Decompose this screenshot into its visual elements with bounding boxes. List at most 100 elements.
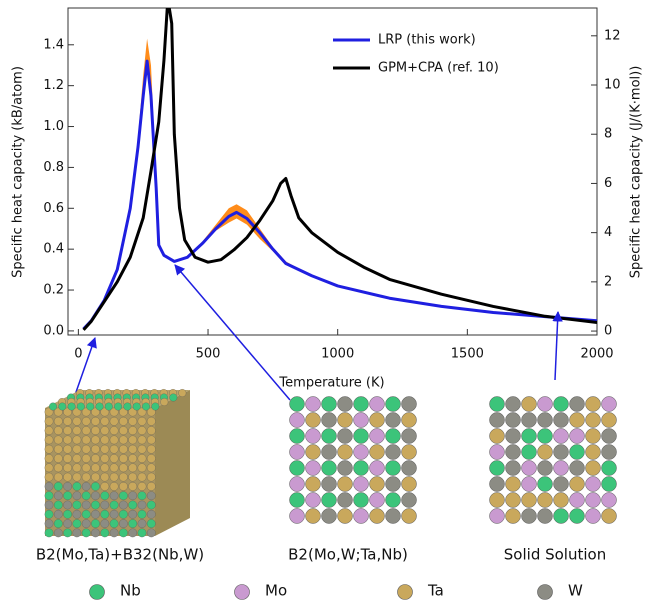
y2-tick-label: 12 — [604, 28, 621, 43]
atom — [44, 482, 54, 491]
atom — [109, 519, 119, 528]
atom — [44, 509, 54, 519]
atom — [553, 396, 569, 412]
atom — [119, 472, 128, 482]
atom — [44, 454, 54, 463]
atom — [119, 416, 128, 426]
atom — [119, 482, 128, 491]
atom — [601, 412, 617, 428]
atom — [72, 416, 82, 426]
atom — [100, 444, 110, 454]
atom — [521, 492, 537, 508]
atom — [137, 416, 147, 426]
atom — [337, 412, 353, 428]
atom — [67, 402, 76, 411]
atom — [369, 412, 385, 428]
atom — [53, 426, 63, 435]
atom — [128, 435, 138, 445]
atom — [585, 508, 601, 524]
atom — [137, 444, 147, 454]
atom — [81, 444, 91, 454]
y-tick-label: 1.2 — [43, 78, 64, 93]
atom — [81, 426, 91, 435]
atom — [63, 500, 72, 510]
atom — [337, 492, 353, 508]
atom — [53, 528, 63, 538]
y2-axis-label: Specific heat capacity (J/(K·mol)) — [629, 66, 644, 279]
atom — [305, 396, 321, 412]
atom — [321, 412, 337, 428]
atom — [146, 491, 156, 501]
atom — [505, 460, 521, 476]
element-label: Nb — [120, 582, 141, 600]
atom — [100, 435, 110, 445]
atom — [137, 509, 147, 519]
atom — [63, 472, 72, 482]
atom — [100, 491, 110, 501]
atom — [601, 508, 617, 524]
atom — [109, 472, 119, 482]
atom — [119, 500, 128, 510]
atom — [137, 528, 147, 538]
atom — [137, 491, 147, 501]
y2-tick-label: 6 — [604, 176, 612, 191]
atom — [137, 482, 147, 491]
atom — [601, 460, 617, 476]
atom — [91, 491, 100, 501]
atom — [81, 528, 91, 538]
atom — [505, 508, 521, 524]
atom — [81, 500, 91, 510]
atom — [585, 492, 601, 508]
structure-caption: B2(Mo,Ta)+B32(Nb,W) — [36, 546, 204, 564]
atom — [100, 500, 110, 510]
atom — [100, 454, 110, 463]
atom — [91, 426, 100, 435]
atom — [53, 435, 63, 445]
arrow — [74, 337, 97, 396]
atom — [137, 500, 147, 510]
atom — [151, 402, 160, 411]
atom — [289, 412, 305, 428]
atom — [489, 396, 505, 412]
atom — [72, 500, 82, 510]
atom — [63, 426, 72, 435]
atom — [401, 476, 417, 492]
atom — [146, 472, 156, 482]
atom — [44, 491, 54, 501]
atom — [521, 428, 537, 444]
atom — [353, 428, 369, 444]
atom — [569, 508, 585, 524]
x-tick-label: 1000 — [321, 347, 354, 362]
atom — [146, 444, 156, 454]
atom — [601, 428, 617, 444]
element-swatch — [397, 584, 413, 600]
atom — [537, 476, 553, 492]
atom — [521, 444, 537, 460]
atom — [401, 508, 417, 524]
atom — [146, 509, 156, 519]
atom — [49, 402, 57, 411]
atom — [91, 528, 100, 538]
atom — [58, 402, 67, 411]
x-axis-label: Temperature (K) — [278, 376, 384, 391]
atom — [72, 491, 82, 501]
atom — [53, 491, 63, 501]
x-tick-label: 2000 — [580, 347, 613, 362]
y-tick-label: 0.8 — [43, 160, 64, 175]
atom — [321, 428, 337, 444]
atom — [601, 444, 617, 460]
atom — [81, 491, 91, 501]
atom — [289, 460, 305, 476]
atom — [100, 528, 110, 538]
atom — [585, 396, 601, 412]
atom — [401, 428, 417, 444]
atom — [81, 463, 91, 473]
element-swatch — [89, 584, 105, 600]
atom — [146, 528, 156, 538]
atom — [100, 472, 110, 482]
atom — [337, 396, 353, 412]
plot-frame — [67, 7, 598, 336]
y-tick-label: 0.6 — [43, 201, 64, 216]
atom — [585, 444, 601, 460]
atom — [109, 426, 119, 435]
